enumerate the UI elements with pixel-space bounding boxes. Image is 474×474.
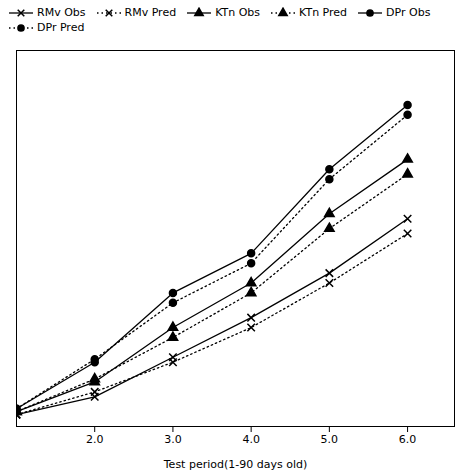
html-text:RMv Obs: RMv Obs — [37, 6, 86, 19]
svg-text:6.0: 6.0 — [399, 433, 417, 446]
svg-text:5.0: 5.0 — [321, 433, 339, 446]
html-text:DPr Pred: DPr Pred — [37, 21, 85, 34]
svg-text:4.0: 4.0 — [242, 433, 260, 446]
html-text:RMv Pred: RMv Pred — [124, 6, 177, 19]
html-text:KTn Obs: KTn Obs — [215, 6, 261, 19]
html-text:KTn Pred: KTn Pred — [299, 6, 348, 19]
html-text:DPr Obs: DPr Obs — [386, 6, 431, 19]
svg-text:3.0: 3.0 — [164, 433, 182, 446]
svg-text:Test period(1-90 days old): Test period(1-90 days old) — [163, 458, 307, 471]
svg-text:2.0: 2.0 — [86, 433, 104, 446]
